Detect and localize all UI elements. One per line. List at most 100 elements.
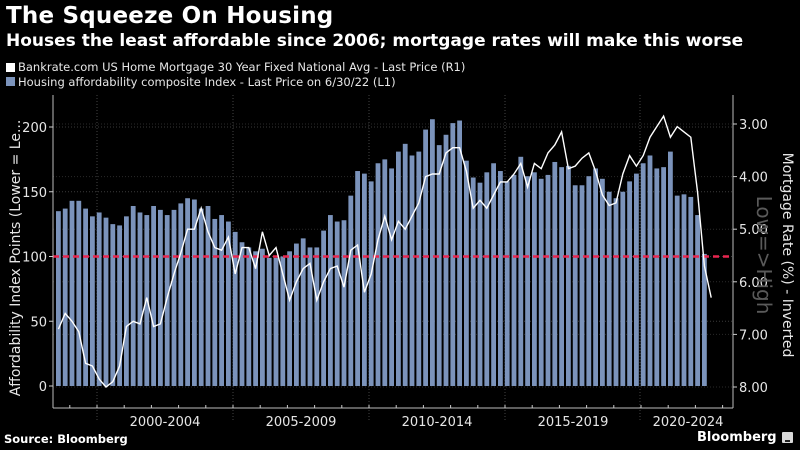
bar bbox=[627, 181, 632, 386]
bar bbox=[314, 247, 320, 386]
bar bbox=[504, 181, 510, 386]
bar bbox=[90, 216, 95, 386]
bar bbox=[525, 176, 530, 386]
bar bbox=[239, 242, 245, 386]
bar bbox=[362, 173, 367, 386]
bar bbox=[130, 205, 136, 386]
bar bbox=[491, 163, 496, 386]
bar bbox=[545, 174, 551, 386]
bar bbox=[702, 253, 707, 386]
bar bbox=[382, 159, 388, 386]
bar bbox=[402, 143, 408, 386]
bar bbox=[226, 221, 231, 386]
bar bbox=[368, 181, 374, 386]
bar bbox=[579, 185, 585, 386]
chart-subtitle: Houses the least affordable since 2006; … bbox=[6, 31, 744, 51]
bar bbox=[647, 155, 653, 386]
y-axis-label: Affordability Index Points (Lower = Le..… bbox=[8, 120, 24, 397]
bar bbox=[634, 173, 639, 386]
axes: 0 50 100 150 200 3.00 4.00 5.00 6.00 7.00 8.00 2000… bbox=[22, 95, 768, 430]
affordability-bars bbox=[56, 119, 707, 387]
y-tick-label: 150 bbox=[22, 186, 47, 201]
bar bbox=[436, 145, 442, 386]
bar bbox=[246, 247, 252, 386]
bar bbox=[484, 172, 490, 386]
x-tick-label: 2005-2009 bbox=[266, 415, 337, 430]
bar bbox=[566, 165, 571, 386]
legend-item-mortgage: Bankrate.com US Home Mortgage 30 Year Fi… bbox=[6, 60, 465, 75]
bar bbox=[266, 257, 272, 386]
bar bbox=[321, 230, 326, 386]
bar bbox=[600, 178, 605, 386]
bar bbox=[328, 215, 333, 386]
bloomberg-logo-icon bbox=[781, 432, 793, 443]
bar bbox=[450, 123, 456, 387]
bar bbox=[430, 119, 435, 386]
bar bbox=[185, 198, 190, 386]
bar bbox=[593, 168, 598, 386]
bar bbox=[538, 178, 544, 386]
bar bbox=[56, 211, 61, 386]
bar bbox=[559, 167, 564, 386]
bar bbox=[76, 200, 82, 386]
y2-tick-label: 3.00 bbox=[739, 118, 768, 133]
bar bbox=[464, 160, 469, 386]
y-tick-label: 200 bbox=[22, 121, 47, 136]
x-tick-label: 2015-2019 bbox=[538, 415, 609, 430]
y2-tick-label: 5.00 bbox=[739, 223, 768, 238]
bar bbox=[232, 231, 238, 386]
bar bbox=[69, 200, 75, 386]
bar bbox=[96, 212, 102, 386]
bar bbox=[171, 209, 177, 386]
x-tick-label: 2000-2004 bbox=[130, 415, 201, 430]
y-tick-label: 100 bbox=[22, 251, 47, 266]
legend: Bankrate.com US Home Mortgage 30 Year Fi… bbox=[6, 60, 465, 89]
bar bbox=[396, 151, 401, 386]
bar bbox=[674, 195, 680, 386]
source-note: Source: Bloomberg bbox=[4, 432, 128, 446]
x-tick-label: 2010-2014 bbox=[402, 415, 473, 430]
y2-annotation: Low=>High bbox=[752, 196, 776, 315]
bar bbox=[164, 215, 170, 386]
y2-tick-label: 4.00 bbox=[739, 171, 768, 186]
bar bbox=[212, 218, 218, 386]
bar bbox=[586, 176, 592, 386]
y2-tick-label: 8.00 bbox=[739, 381, 768, 396]
bar bbox=[260, 248, 265, 386]
bar bbox=[110, 224, 116, 386]
mortgage-line bbox=[57, 114, 712, 388]
bar bbox=[654, 168, 660, 386]
chart-title: The Squeeze On Housing bbox=[6, 3, 334, 29]
bar bbox=[219, 215, 224, 386]
bar bbox=[83, 208, 88, 386]
bar bbox=[253, 251, 258, 386]
brand-name: Bloomberg bbox=[697, 430, 777, 445]
x-tick-label: 2020-2024 bbox=[653, 415, 724, 430]
bar bbox=[416, 151, 422, 386]
bar bbox=[294, 243, 299, 386]
bar bbox=[158, 209, 163, 386]
mortgage-rate-line bbox=[57, 114, 712, 388]
bar bbox=[409, 155, 415, 386]
y2-axis-label: Mortgage Rate (%) - Inverted bbox=[779, 153, 795, 358]
bar bbox=[341, 220, 347, 386]
bar bbox=[355, 171, 360, 386]
legend-item-affordability: Housing affordability composite Index - … bbox=[6, 75, 465, 90]
bar bbox=[443, 134, 449, 386]
bar bbox=[198, 208, 204, 386]
bar bbox=[62, 208, 68, 386]
bar bbox=[477, 182, 483, 386]
bar bbox=[613, 198, 619, 386]
bar bbox=[287, 251, 292, 386]
legend-swatch-affordability bbox=[6, 77, 15, 87]
bar bbox=[103, 217, 109, 386]
bar bbox=[620, 191, 626, 386]
bar bbox=[552, 161, 558, 386]
legend-swatch-mortgage bbox=[6, 62, 15, 72]
y-tick-label: 50 bbox=[30, 315, 47, 330]
bar bbox=[688, 196, 694, 386]
bar bbox=[518, 156, 524, 386]
bar bbox=[137, 212, 143, 386]
bar bbox=[640, 163, 646, 386]
bar bbox=[681, 194, 687, 386]
